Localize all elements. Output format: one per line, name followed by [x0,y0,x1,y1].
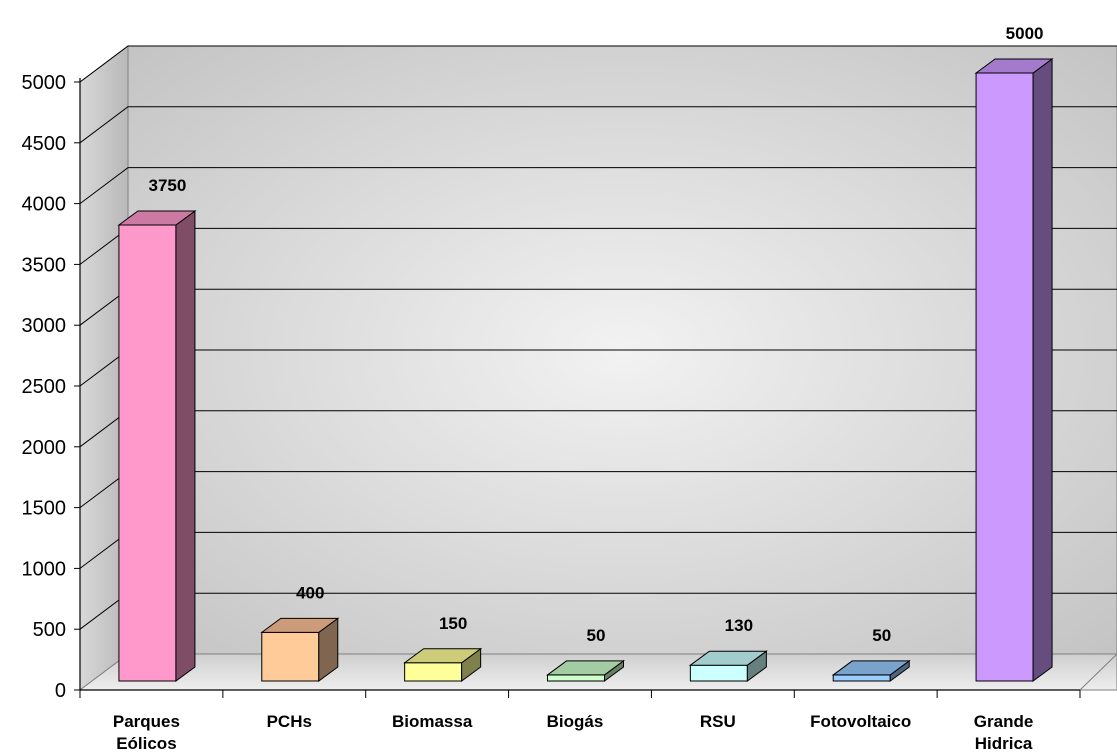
x-category-label-line: Fotovoltaico [810,712,911,731]
y-tick-label: 5000 [22,72,67,94]
x-category-label: PCHs [267,712,312,731]
gridline [79,45,1117,83]
y-tick-label: 500 [33,619,66,641]
bar [260,617,340,682]
bar [403,647,483,682]
bar [117,210,197,682]
y-tick-label: 1500 [22,498,67,520]
x-category-label: Grande Hidrica [974,712,1034,753]
y-tick-label: 4000 [22,194,67,216]
data-label: 50 [587,626,606,645]
data-label: 50 [872,626,891,645]
bar-side [175,210,196,682]
x-category-label-line: Biomassa [392,712,473,731]
gridline [79,106,1117,144]
y-axis-ticks: 0 500 1000 1500 2000 2500 3000 3500 4000 4500 5000 [22,72,80,702]
bar [974,58,1054,682]
bar-top [117,210,197,226]
bar-front [261,631,320,682]
bar [545,659,626,682]
data-label: 3750 [149,176,187,195]
bar-front [975,72,1034,682]
data-label: 5000 [1006,24,1044,43]
x-category-label: Fotovoltaico [810,712,911,731]
bar-side [1032,58,1053,682]
data-labels: 3750 400 150 50 130 50 5000 [149,24,1044,645]
bar-top [545,660,626,676]
floor-edge [1079,653,1117,691]
bar [831,659,911,682]
bar-front [547,674,605,682]
x-category-label: Parques Eólicos [113,712,180,753]
x-category-label: Biomassa [392,712,473,731]
bar-top [688,650,768,666]
y-tick-label: 4500 [22,133,67,155]
x-category-label-line: Hidrica [975,734,1033,753]
bar-top [403,648,483,664]
y-tick-label: 2500 [22,376,67,398]
x-category-label-line: Parques [113,712,180,731]
data-label: 150 [439,614,467,633]
bars [117,58,1054,682]
bar-front [118,224,177,682]
x-category-label-line: PCHs [267,712,312,731]
bar-top [974,58,1054,74]
x-category-label-line: RSU [700,712,736,731]
x-category-label-line: Grande [974,712,1034,731]
gridline [79,167,1117,205]
x-category-label: Biogás [547,712,604,731]
data-label: 130 [725,616,753,635]
bar-front [689,664,748,682]
x-category-label-line: Eólicos [116,734,176,753]
bar-front [404,662,463,682]
bar-top [831,660,911,676]
x-category-label-line: Biogás [547,712,604,731]
axes [79,78,1081,698]
y-tick-label: 1000 [22,558,67,580]
data-label: 400 [296,583,324,602]
x-category-label: RSU [700,712,736,731]
y-tick-label: 3000 [22,315,67,337]
y-tick-label: 2000 [22,437,67,459]
y-tick-label: 3500 [22,254,67,276]
y-tick-label: 0 [55,680,66,702]
bar-front [832,674,891,682]
bar-top [260,617,340,633]
bar [688,650,768,682]
x-axis-categories: Parques Eólicos PCHs Biomassa Biogás RSU Fotov… [113,712,1033,753]
